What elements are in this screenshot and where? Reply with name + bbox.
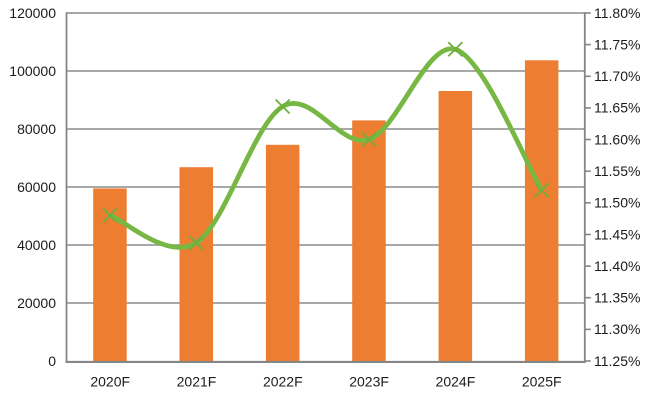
svg-text:11.30%: 11.30% <box>594 321 640 337</box>
svg-text:2021F: 2021F <box>177 374 217 390</box>
svg-text:11.60%: 11.60% <box>594 131 640 147</box>
svg-text:40000: 40000 <box>17 237 56 253</box>
svg-text:2022F: 2022F <box>263 374 303 390</box>
svg-text:2020F: 2020F <box>90 374 130 390</box>
svg-text:11.80%: 11.80% <box>594 5 640 21</box>
svg-text:60000: 60000 <box>17 179 56 195</box>
svg-text:11.55%: 11.55% <box>594 163 640 179</box>
svg-text:2023F: 2023F <box>349 374 389 390</box>
svg-text:11.70%: 11.70% <box>594 68 640 84</box>
svg-text:11.65%: 11.65% <box>594 100 640 116</box>
svg-text:2025F: 2025F <box>522 374 562 390</box>
svg-text:20000: 20000 <box>17 295 56 311</box>
svg-text:11.35%: 11.35% <box>594 290 640 306</box>
svg-text:100000: 100000 <box>9 63 56 79</box>
svg-text:11.25%: 11.25% <box>594 353 640 369</box>
svg-text:80000: 80000 <box>17 121 56 137</box>
svg-text:120000: 120000 <box>9 5 56 21</box>
svg-text:11.75%: 11.75% <box>594 36 640 52</box>
svg-text:0: 0 <box>48 353 56 369</box>
svg-text:2024F: 2024F <box>436 374 476 390</box>
svg-text:11.45%: 11.45% <box>594 226 640 242</box>
svg-text:11.50%: 11.50% <box>594 195 640 211</box>
svg-text:11.40%: 11.40% <box>594 258 640 274</box>
